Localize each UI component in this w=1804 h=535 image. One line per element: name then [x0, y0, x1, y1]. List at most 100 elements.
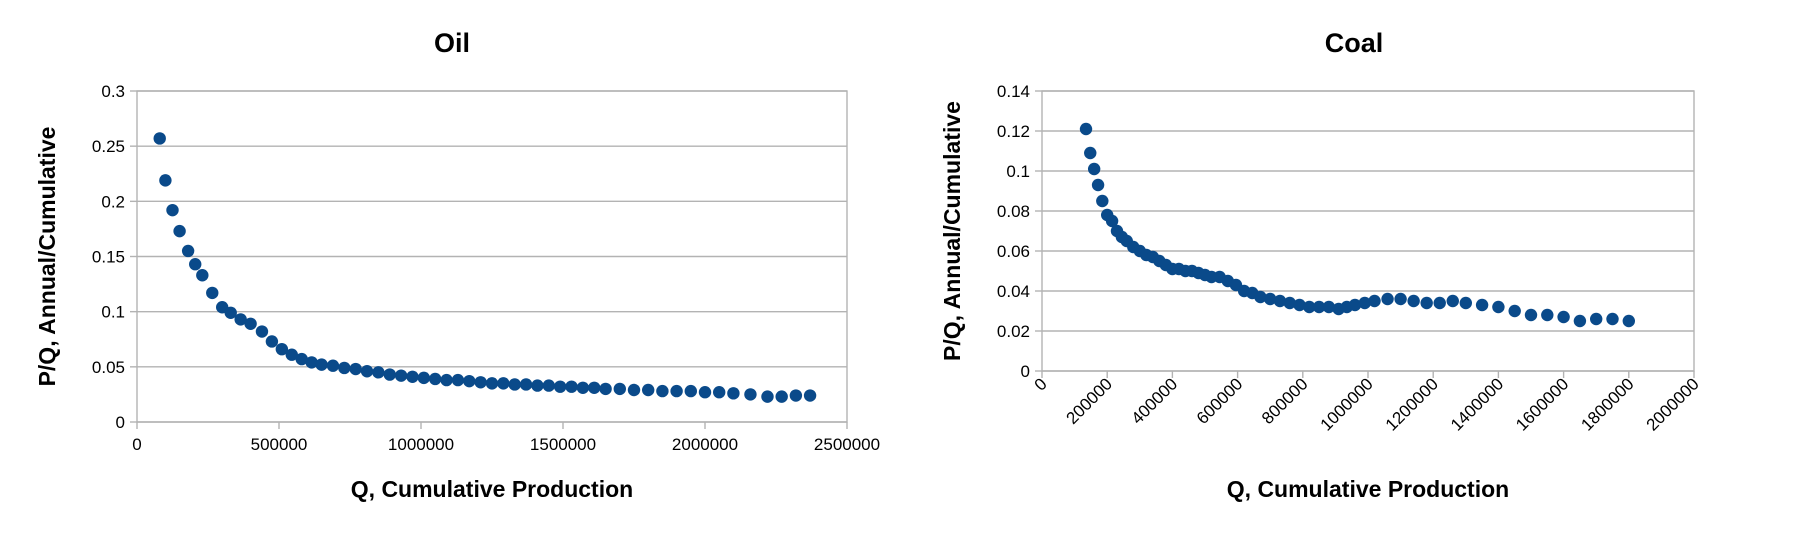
oil-data-point: [474, 376, 487, 389]
coal-data-point: [1381, 292, 1394, 306]
coal-data-point: [1433, 296, 1446, 310]
oil-data-point: [196, 269, 209, 282]
coal-y-tick-label: 0.1: [1006, 162, 1030, 181]
oil-data-point: [451, 373, 465, 387]
oil-y-tick-label: 0.05: [92, 358, 125, 377]
coal-data-point: [1322, 300, 1336, 314]
oil-data-point: [244, 317, 257, 331]
coal-data-point: [1091, 178, 1105, 192]
coal-x-tick-label: 800000: [1258, 374, 1312, 428]
oil-data-point: [519, 378, 533, 391]
oil-x-tick-label: 1500000: [530, 435, 596, 454]
coal-y-tick-label: 0.02: [997, 322, 1030, 341]
oil-y-tick-label: 0.15: [92, 248, 125, 267]
oil-data-point: [394, 369, 408, 382]
coal-data-point: [1407, 294, 1420, 308]
coal-data-point: [1524, 308, 1538, 322]
oil-data-point: [349, 362, 362, 376]
coal-plot-area: [1041, 90, 1695, 372]
coal-data-point: [1606, 312, 1619, 326]
oil-data-point: [275, 342, 289, 356]
oil-data-point: [265, 335, 279, 348]
oil-data-point: [744, 388, 757, 401]
coal-data-point: [1348, 298, 1362, 312]
coal-data-point: [1283, 296, 1296, 310]
oil-data-point: [698, 386, 712, 399]
oil-data-point: [206, 286, 219, 300]
oil-data-point: [803, 389, 817, 402]
oil-y-axis-title: P/Q, Annual/Cumulative: [34, 127, 60, 387]
coal-data-point: [1084, 146, 1097, 160]
oil-chart-title: Oil: [434, 28, 470, 58]
oil-data-point: [360, 365, 374, 378]
coal-data-point: [1394, 292, 1407, 306]
coal-data-point: [1492, 300, 1505, 314]
oil-data-point: [153, 132, 166, 145]
coal-data-point: [1358, 296, 1371, 310]
coal-data-point: [1508, 304, 1521, 318]
oil-data-point: [159, 174, 172, 187]
oil-data-point: [627, 383, 641, 397]
oil-x-axis-title: Q, Cumulative Production: [351, 476, 633, 502]
oil-data-point: [613, 382, 626, 396]
coal-x-tick-label: 1200000: [1382, 374, 1442, 434]
coal-x-tick-label: 2000000: [1643, 374, 1703, 434]
coal-data-point: [1590, 312, 1603, 326]
coal-data-point: [1105, 214, 1119, 228]
coal-data-point: [1087, 162, 1101, 176]
oil-data-point: [181, 244, 195, 258]
oil-data-point: [463, 374, 476, 388]
oil-data-point: [189, 258, 202, 271]
oil-data-point: [338, 361, 351, 375]
coal-chart-title: Coal: [1325, 28, 1384, 58]
oil-data-point: [440, 373, 453, 387]
coal-data-point: [1541, 308, 1554, 322]
coal-data-point: [1459, 296, 1473, 310]
coal-data-point: [1622, 314, 1636, 328]
coal-y-axis-title: P/Q, Annual/Cumulative: [939, 101, 965, 361]
oil-data-point: [670, 384, 683, 398]
coal-data-point: [1096, 194, 1109, 208]
coal-data-point: [1303, 300, 1316, 314]
coal-x-tick-label: 1600000: [1512, 374, 1572, 434]
oil-y-tick-label: 0.3: [101, 82, 125, 101]
oil-x-tick-label: 2000000: [672, 435, 738, 454]
coal-x-tick-label: 400000: [1128, 374, 1182, 428]
oil-data-point: [166, 203, 179, 217]
oil-x-tick-label: 2500000: [814, 435, 880, 454]
oil-data-point: [576, 381, 590, 394]
oil-data-point: [656, 384, 669, 398]
oil-y-tick-label: 0.25: [92, 137, 125, 156]
coal-chart: Coal 0 0.02 0.04 0.06 0.08 0.1 0.12 0.14 0 200000 4…: [939, 28, 1703, 502]
oil-data-point: [588, 381, 601, 394]
oil-data-point: [285, 348, 298, 361]
oil-data-point: [485, 377, 499, 390]
coal-x-tick-label: 1400000: [1447, 374, 1507, 434]
coal-data-point: [1312, 300, 1326, 314]
coal-data-point: [1557, 310, 1570, 324]
oil-data-point: [234, 313, 247, 326]
oil-data-point: [305, 356, 318, 369]
coal-data-point: [1273, 294, 1287, 308]
coal-y-tick-label: 0.12: [997, 122, 1030, 141]
oil-data-point: [553, 380, 567, 393]
oil-data-point: [565, 380, 578, 393]
oil-data-point: [295, 352, 308, 366]
oil-data-point: [761, 390, 774, 403]
coal-data-point: [1420, 296, 1433, 310]
coal-x-tick-label: 0: [1031, 374, 1051, 394]
coal-data-point: [1573, 314, 1587, 328]
oil-y-tick-label: 0.2: [101, 192, 125, 211]
coal-x-tick-label: 1000000: [1317, 374, 1377, 434]
coal-data-point: [1368, 294, 1381, 308]
coal-data-point: [1079, 122, 1093, 136]
oil-data-point: [727, 387, 740, 400]
oil-data-point: [372, 366, 385, 379]
oil-data-point: [173, 224, 186, 238]
oil-data-point: [531, 379, 544, 392]
oil-x-tick-label: 500000: [251, 435, 308, 454]
oil-y-tick-label: 0: [116, 413, 125, 432]
oil-data-point: [497, 377, 510, 390]
coal-x-tick-label: 600000: [1193, 374, 1247, 428]
